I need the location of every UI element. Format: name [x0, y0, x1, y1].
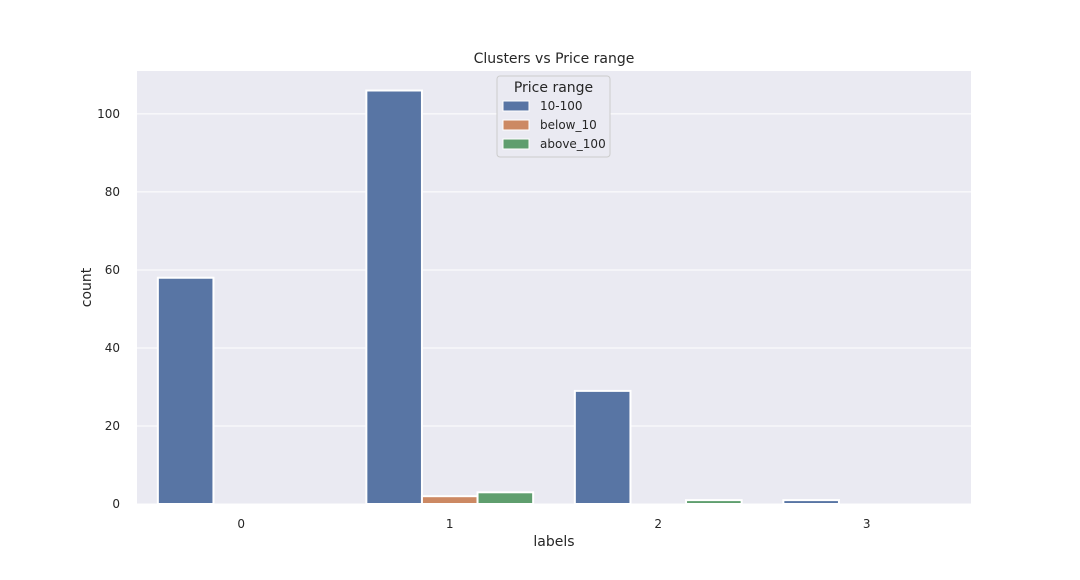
legend-swatch: [502, 100, 530, 112]
bar-10-100-0: [156, 276, 215, 505]
x-tick-labels: 0 1 2 3: [237, 517, 870, 531]
legend-swatch: [502, 119, 530, 131]
legend-entry-label: below_10: [540, 118, 597, 132]
x-tick-label: 0: [237, 517, 245, 531]
y-axis-label: count: [79, 267, 95, 307]
y-tick-label: 60: [105, 263, 120, 277]
legend-entry-label: 10-100: [540, 99, 583, 113]
x-tick-label: 2: [654, 517, 662, 531]
bar-10-100-2: [573, 389, 632, 505]
x-tick-label: 3: [863, 517, 871, 531]
bars: [156, 89, 840, 506]
legend-swatch: [502, 138, 530, 150]
legend-box: [496, 75, 611, 158]
bar-10-100-1: [365, 89, 423, 505]
legend: Price range 10-100 below_10 above_100: [496, 75, 611, 158]
x-tick-label: 1: [446, 517, 454, 531]
y-tick-label: 0: [112, 497, 120, 511]
y-tick-label: 80: [105, 185, 120, 199]
y-tick-label: 100: [97, 107, 120, 121]
bar-above_100-2: [685, 499, 743, 505]
legend-entry-label: above_100: [540, 137, 606, 151]
bar-10-100-3: [782, 499, 840, 505]
x-axis-label: labels: [533, 534, 574, 550]
bar-below_10-1: [420, 495, 479, 506]
y-tick-label: 20: [105, 419, 120, 433]
y-tick-labels: 0 20 40 60 80 100: [97, 107, 120, 511]
legend-title: Price range: [514, 80, 593, 96]
bar-above_100-1: [476, 491, 535, 506]
y-tick-label: 40: [105, 341, 120, 355]
legend-items: 10-100 below_10 above_100: [502, 99, 606, 151]
chart-title: Clusters vs Price range: [474, 51, 635, 67]
